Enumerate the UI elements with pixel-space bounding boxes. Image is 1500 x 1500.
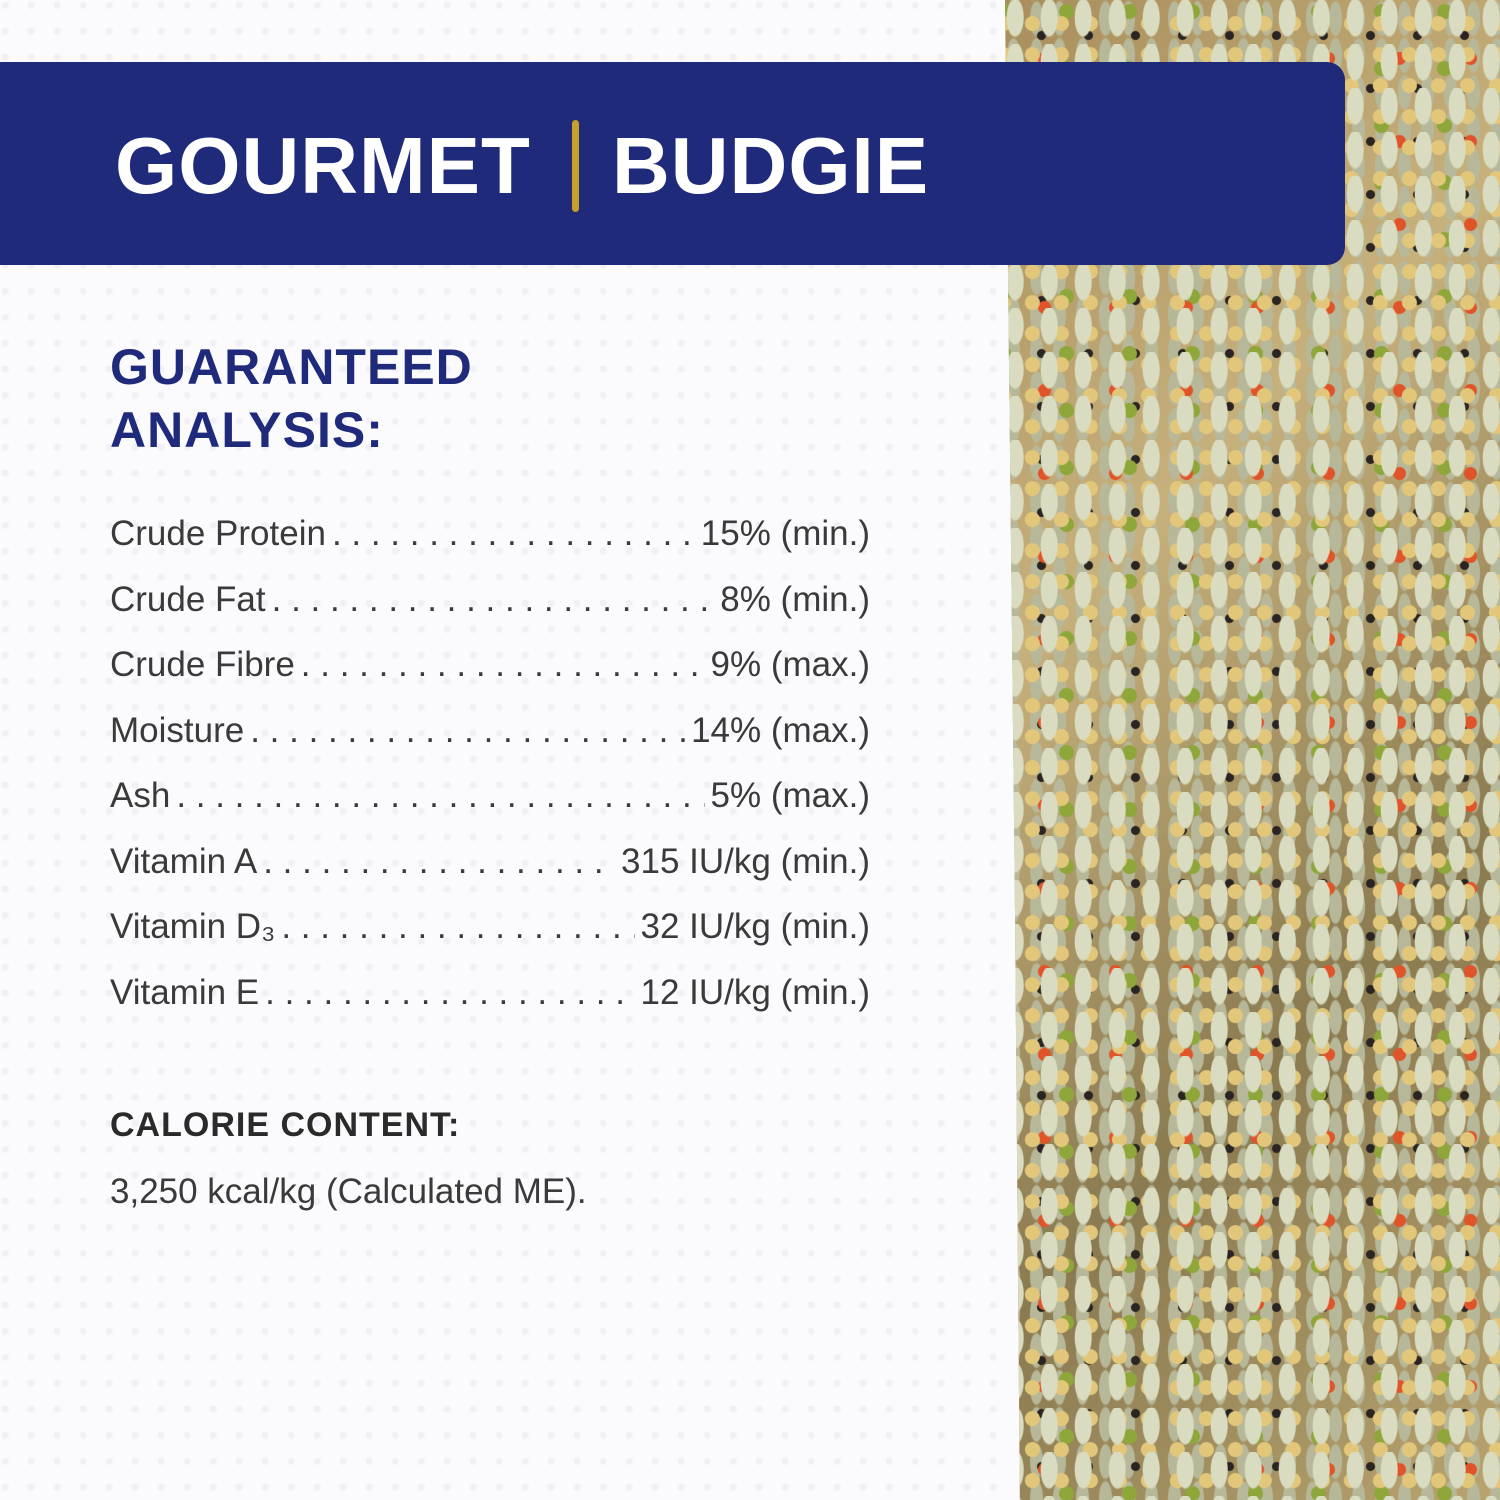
dot-leader	[301, 645, 705, 685]
analysis-row: Ash 5% (max.)	[110, 776, 870, 842]
row-label: Vitamin A	[110, 841, 258, 881]
row-label: Ash	[110, 776, 171, 815]
row-value: 315 IU/kg (min.)	[621, 841, 870, 881]
heading-line-1: GUARANTEED	[110, 339, 473, 395]
row-label: Crude Fibre	[110, 645, 295, 684]
row-label: Vitamin E	[110, 972, 260, 1012]
product-title: BUDGIE	[612, 121, 930, 210]
analysis-row: Vitamin E 12 IU/kg (min.)	[110, 973, 870, 1039]
header-banner	[0, 62, 1345, 265]
calorie-content-heading: CALORIE CONTENT:	[110, 1106, 461, 1144]
analysis-row: Vitamin D₃ 32 IU/kg (min.)	[110, 907, 870, 973]
analysis-row: Moisture 14% (max.)	[110, 711, 870, 777]
row-value: 15% (min.)	[700, 514, 870, 553]
row-value: 5% (max.)	[710, 776, 870, 815]
row-label: Crude Fat	[110, 579, 266, 619]
row-value: 32 IU/kg (min.)	[640, 907, 871, 946]
row-value: 12 IU/kg (min.)	[640, 972, 871, 1012]
dot-leader	[263, 842, 615, 882]
analysis-table: Crude Protein 15% (min.) Crude Fat 8% (min…	[110, 514, 870, 1038]
guaranteed-analysis-heading: GUARANTEED ANALYSIS:	[110, 336, 473, 462]
analysis-row: Crude Protein 15% (min.)	[110, 514, 870, 580]
dot-leader	[265, 973, 634, 1013]
dot-leader	[272, 580, 715, 620]
analysis-row: Vitamin A 315 IU/kg (min.)	[110, 842, 870, 908]
row-value: 14% (max.)	[691, 710, 870, 750]
heading-line-2: ANALYSIS:	[110, 402, 384, 458]
calorie-content-value: 3,250 kcal/kg (Calculated ME).	[110, 1172, 587, 1211]
row-value: 8% (min.)	[720, 579, 870, 619]
row-label: Moisture	[110, 710, 245, 750]
row-label: Vitamin D₃	[110, 907, 276, 946]
brand-title: GOURMET	[115, 121, 531, 210]
title-divider	[572, 120, 579, 212]
dot-leader	[250, 711, 685, 751]
dot-leader	[281, 907, 634, 947]
analysis-row: Crude Fat 8% (min.)	[110, 580, 870, 646]
dot-leader	[176, 776, 704, 816]
dot-leader	[332, 514, 695, 554]
row-label: Crude Protein	[110, 514, 326, 553]
row-value: 9% (max.)	[710, 645, 870, 684]
analysis-row: Crude Fibre 9% (max.)	[110, 645, 870, 711]
